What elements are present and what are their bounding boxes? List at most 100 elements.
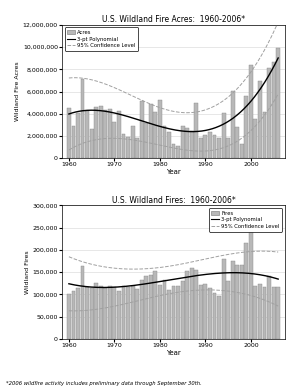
Bar (217, 138, 221, 158)
Bar (103, 110, 107, 158)
Bar (140, 280, 144, 339)
Bar (254, 119, 257, 158)
Bar (158, 285, 162, 339)
Bar (131, 126, 134, 158)
Bar (67, 109, 71, 158)
Bar (226, 281, 230, 339)
Bar (140, 101, 144, 158)
Title: U.S. Wildland Fires:  1960-2006*: U.S. Wildland Fires: 1960-2006* (112, 196, 236, 205)
Bar (181, 281, 184, 339)
Bar (176, 146, 180, 158)
Bar (144, 123, 148, 158)
Bar (226, 138, 230, 158)
Bar (254, 286, 257, 339)
Bar (249, 229, 253, 339)
Bar (76, 288, 80, 339)
Bar (208, 288, 212, 339)
Bar (117, 291, 121, 339)
Bar (190, 268, 194, 339)
Bar (240, 144, 244, 158)
Bar (85, 111, 89, 158)
Bar (94, 283, 98, 339)
Bar (272, 62, 276, 158)
Bar (149, 275, 153, 339)
Bar (117, 111, 121, 158)
Title: U.S. Wildland Fire Acres:  1960-2006*: U.S. Wildland Fire Acres: 1960-2006* (102, 15, 245, 24)
Bar (81, 79, 85, 158)
Bar (112, 122, 116, 158)
Bar (94, 107, 98, 158)
Bar (81, 267, 85, 339)
Bar (185, 271, 189, 339)
Bar (131, 286, 134, 339)
Bar (208, 132, 212, 158)
Bar (149, 104, 153, 158)
X-axis label: Year: Year (166, 169, 181, 175)
Bar (244, 96, 248, 158)
Bar (126, 137, 130, 158)
Bar (103, 288, 107, 339)
Bar (85, 288, 89, 339)
Bar (126, 287, 130, 339)
Bar (163, 126, 167, 158)
Bar (99, 286, 103, 339)
Bar (212, 293, 216, 339)
Bar (76, 113, 80, 158)
Bar (222, 113, 226, 158)
Bar (212, 135, 216, 158)
Bar (267, 68, 271, 158)
Legend: Acres, 3-pt Polynomial, 95% Confidence Level: Acres, 3-pt Polynomial, 95% Confidence L… (65, 28, 138, 51)
Bar (190, 131, 194, 158)
Bar (235, 126, 239, 158)
Bar (135, 139, 139, 158)
Bar (194, 270, 198, 339)
Bar (235, 265, 239, 339)
Y-axis label: Wildland Fire Acres: Wildland Fire Acres (15, 62, 20, 121)
Bar (99, 106, 103, 158)
Bar (222, 259, 226, 339)
Bar (108, 109, 112, 158)
Bar (71, 291, 75, 339)
Bar (203, 135, 207, 158)
Bar (181, 126, 184, 158)
Bar (153, 112, 157, 158)
Bar (240, 265, 244, 339)
Bar (267, 276, 271, 339)
Bar (258, 81, 262, 158)
Bar (185, 128, 189, 158)
Bar (158, 100, 162, 158)
Bar (276, 48, 280, 158)
Bar (262, 112, 266, 158)
Bar (167, 132, 171, 158)
Bar (67, 294, 71, 339)
Bar (272, 288, 276, 339)
Bar (167, 291, 171, 339)
Bar (276, 288, 280, 339)
Bar (194, 102, 198, 158)
Bar (217, 296, 221, 339)
Bar (231, 91, 235, 158)
Bar (172, 286, 176, 339)
Bar (231, 261, 235, 339)
Bar (90, 129, 94, 158)
Bar (122, 134, 125, 158)
Bar (153, 271, 157, 339)
Y-axis label: Wildland Fires: Wildland Fires (25, 250, 30, 294)
Legend: Fires, 3-pt Polynomial, 95% Confidence Level: Fires, 3-pt Polynomial, 95% Confidence L… (209, 208, 282, 232)
Bar (90, 288, 94, 339)
Bar (163, 280, 167, 339)
Bar (199, 285, 203, 339)
X-axis label: Year: Year (166, 350, 181, 355)
Bar (176, 286, 180, 339)
Bar (71, 126, 75, 158)
Bar (144, 275, 148, 339)
Bar (244, 243, 248, 339)
Bar (262, 287, 266, 339)
Bar (135, 289, 139, 339)
Bar (203, 284, 207, 339)
Bar (112, 287, 116, 339)
Bar (249, 64, 253, 158)
Bar (108, 286, 112, 339)
Text: *2006 wildfire activity includes preliminary data through September 30th.: *2006 wildfire activity includes prelimi… (6, 381, 202, 386)
Bar (172, 144, 176, 158)
